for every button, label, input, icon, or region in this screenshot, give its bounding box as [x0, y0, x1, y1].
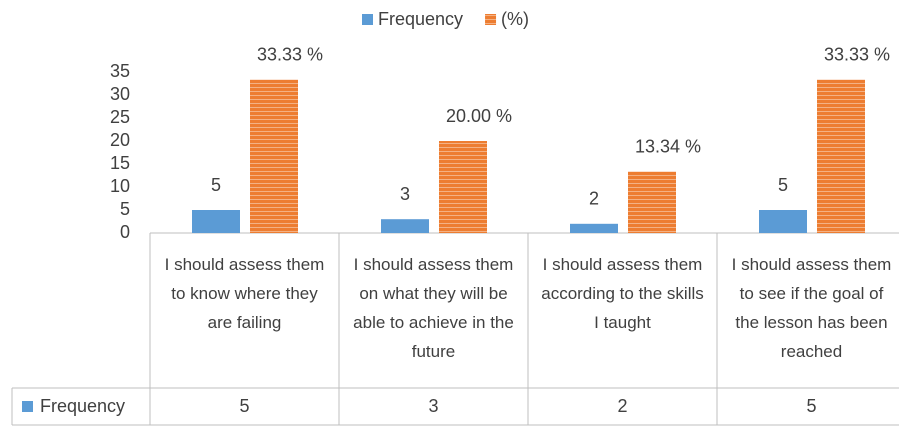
- data-label: 20.00 %: [446, 106, 512, 126]
- data-label: 5: [778, 175, 788, 195]
- table-cell: 2: [617, 396, 628, 416]
- y-tick-label: 20: [110, 130, 130, 150]
- bar: [439, 141, 487, 233]
- bar: [759, 210, 807, 233]
- table-row-label: Frequency: [40, 396, 125, 416]
- table-cell: 5: [239, 396, 250, 416]
- data-label: 13.34 %: [635, 136, 701, 156]
- legend-swatch: [362, 14, 373, 25]
- data-label: 2: [589, 189, 599, 209]
- legend-label: Frequency: [378, 9, 463, 29]
- y-tick-label: 35: [110, 61, 130, 81]
- data-label: 5: [211, 175, 221, 195]
- y-tick-label: 0: [120, 222, 130, 242]
- table-cell: 3: [428, 396, 439, 416]
- bar: [381, 219, 429, 233]
- y-tick-label: 30: [110, 84, 130, 104]
- data-label: 33.33 %: [257, 44, 323, 64]
- bar: [570, 223, 618, 233]
- category-label: I should assess them according to the sk…: [541, 255, 704, 332]
- category-label: I should assess them on what they will b…: [353, 255, 514, 361]
- y-tick-label: 15: [110, 153, 130, 173]
- bar: [250, 79, 298, 233]
- y-tick-label: 25: [110, 107, 130, 127]
- table-cell: 5: [806, 396, 817, 416]
- category-label: I should assess them to know where they …: [164, 255, 325, 332]
- legend-swatch: [22, 401, 33, 412]
- bar: [628, 171, 676, 233]
- legend-label: (%): [501, 9, 529, 29]
- y-tick-label: 5: [120, 199, 130, 219]
- data-label: 3: [400, 184, 410, 204]
- bar: [817, 79, 865, 233]
- data-label: 33.33 %: [824, 44, 890, 64]
- category-label: I should assess them to see if the goal …: [731, 255, 892, 361]
- bar: [192, 210, 240, 233]
- legend-swatch: [485, 14, 497, 25]
- y-tick-label: 10: [110, 176, 130, 196]
